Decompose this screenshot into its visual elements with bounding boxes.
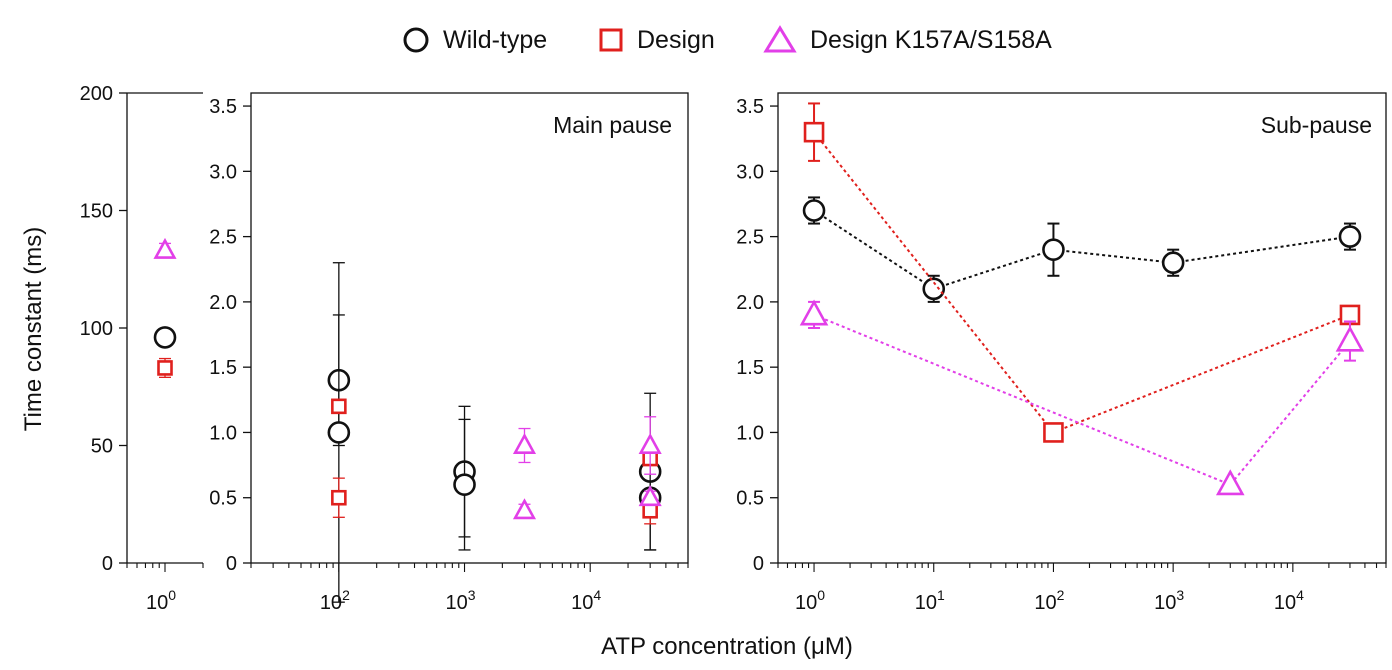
data-point-triangle bbox=[512, 432, 537, 454]
data-point-triangle bbox=[638, 485, 662, 507]
y-tick-label: 0.5 bbox=[209, 488, 237, 510]
x-tick-label: 100 bbox=[146, 587, 176, 614]
panel-main-pause: 0 0.5 1.0 1.5 2.0 2.5 3.0 3.5 102 103 104 Main paus… bbox=[209, 92, 689, 614]
panel-left-overview: 0 50 100 150 200 100 bbox=[80, 83, 204, 614]
legend-marker-circle-icon bbox=[403, 27, 429, 53]
y-tick-label: 150 bbox=[80, 201, 113, 223]
legend-label-design: Design bbox=[637, 26, 715, 54]
y-tick-label: 1.0 bbox=[736, 422, 764, 444]
y-tick-label: 2.0 bbox=[209, 292, 237, 314]
series-design-k157a-s158a bbox=[512, 416, 662, 520]
y-tick-label: 3.0 bbox=[736, 161, 764, 183]
series-design-k157a-s158a bbox=[799, 299, 1365, 496]
x-axis-title: ATP concentration (μM) bbox=[601, 633, 853, 660]
legend-item-design: Design bbox=[599, 26, 715, 54]
data-point-square bbox=[642, 502, 658, 519]
y-tick-label: 3.5 bbox=[736, 96, 764, 118]
series-wild-type bbox=[153, 326, 177, 349]
series-design-k157a-s158a bbox=[153, 237, 177, 259]
data-point-circle bbox=[1338, 225, 1362, 248]
series-design bbox=[157, 357, 173, 379]
data-point-triangle bbox=[1335, 325, 1365, 352]
y-tick-label: 50 bbox=[91, 436, 113, 458]
data-point-square bbox=[331, 489, 347, 506]
y-tick-label: 0 bbox=[226, 553, 237, 575]
y-tick-label: 0 bbox=[102, 553, 113, 575]
panel-title: Main pause bbox=[553, 112, 672, 138]
y-axis-title: Time constant (ms) bbox=[20, 227, 47, 431]
plot-frame bbox=[777, 92, 1387, 564]
data-point-triangle bbox=[512, 498, 537, 520]
y-tick-label: 2.0 bbox=[736, 292, 764, 314]
data-point-circle bbox=[1161, 251, 1185, 275]
data-point-triangle bbox=[638, 432, 662, 454]
x-tick-label: 100 bbox=[795, 587, 825, 614]
data-point-circle bbox=[922, 277, 946, 301]
y-tick-label: 3.0 bbox=[209, 161, 237, 183]
legend: Wild-type Design Design K157A/S158A bbox=[403, 25, 1052, 54]
y-tick-label: 3.5 bbox=[209, 96, 237, 118]
panel-title: Sub-pause bbox=[1261, 112, 1372, 138]
series-line-wild-type bbox=[813, 209, 1351, 290]
legend-marker-square-icon bbox=[599, 28, 623, 52]
data-point-triangle bbox=[799, 299, 829, 326]
legend-label-wild-type: Wild-type bbox=[443, 26, 547, 54]
x-tick-label: 103 bbox=[1154, 587, 1184, 614]
series-design bbox=[331, 398, 658, 525]
series-line-design-k157a-s158a bbox=[813, 313, 1351, 486]
series-wild-type bbox=[802, 196, 1362, 303]
y-tick-label: 0.5 bbox=[736, 488, 764, 510]
y-tick-label: 1.5 bbox=[736, 357, 764, 379]
data-point-circle bbox=[453, 473, 476, 496]
x-tick-label: 103 bbox=[446, 587, 476, 614]
y-tick-label: 1.0 bbox=[209, 422, 237, 444]
x-tick-label: 104 bbox=[1274, 587, 1304, 614]
x-tick-label: 101 bbox=[915, 587, 945, 614]
series-line-design bbox=[813, 131, 1351, 434]
legend-item-wild-type: Wild-type bbox=[403, 26, 547, 54]
series-design bbox=[803, 102, 1361, 443]
y-tick-label: 1.5 bbox=[209, 357, 237, 379]
data-point-square bbox=[803, 121, 825, 143]
data-point-circle bbox=[327, 421, 351, 444]
data-point-square bbox=[157, 360, 173, 376]
data-point-circle bbox=[802, 199, 826, 222]
legend-item-design-k157a-s158a: Design K157A/S158A bbox=[763, 25, 1052, 54]
y-tick-label: 200 bbox=[80, 83, 113, 105]
panel-sub-pause: 0 0.5 1.0 1.5 2.0 2.5 3.0 3.5 100 101 102 103 104 Sub… bbox=[736, 92, 1387, 614]
data-point-circle bbox=[1042, 238, 1065, 261]
data-point-circle bbox=[153, 326, 177, 349]
data-point-square bbox=[331, 398, 347, 415]
y-tick-label: 0 bbox=[753, 553, 764, 575]
legend-label-design-k157a-s158a: Design K157A/S158A bbox=[810, 26, 1052, 54]
legend-marker-triangle-icon bbox=[763, 25, 797, 53]
y-tick-label: 2.5 bbox=[209, 227, 237, 249]
y-tick-label: 2.5 bbox=[736, 227, 764, 249]
data-point-square bbox=[1043, 422, 1064, 443]
data-point-triangle bbox=[1215, 469, 1245, 496]
plot-frame bbox=[250, 92, 689, 564]
x-tick-label: 102 bbox=[1034, 587, 1064, 614]
x-tick-label: 104 bbox=[571, 587, 601, 614]
x-tick-label: 102 bbox=[320, 587, 350, 614]
series-wild-type bbox=[327, 262, 662, 603]
data-point-triangle bbox=[153, 237, 177, 259]
y-tick-label: 100 bbox=[80, 318, 113, 340]
